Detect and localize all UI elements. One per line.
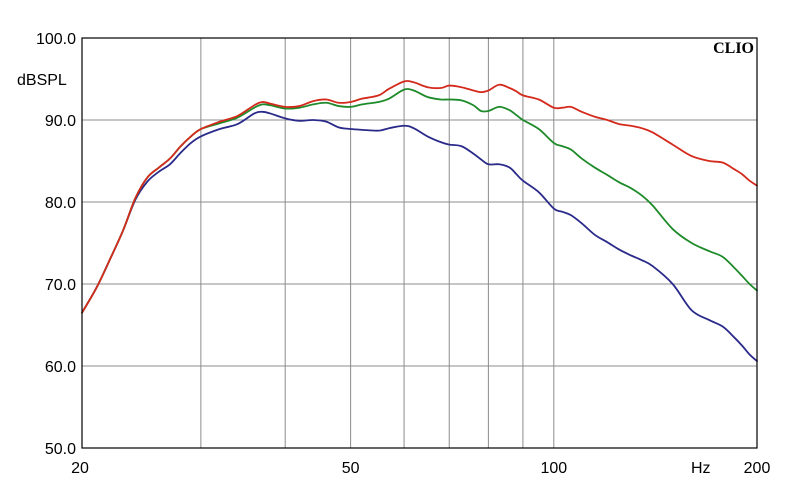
plot-background bbox=[82, 38, 757, 448]
y-tick-label: 60.0 bbox=[45, 359, 76, 376]
series-layer bbox=[81, 80, 758, 362]
y-tick-labels: 50.0 60.0 70.0 80.0 90.0 100.0 bbox=[36, 31, 76, 458]
y-axis-label: dBSPL bbox=[17, 72, 67, 89]
y-tick-label: 70.0 bbox=[45, 277, 76, 294]
y-tick-label: 80.0 bbox=[45, 195, 76, 212]
y-tick-label: 100.0 bbox=[36, 31, 76, 48]
x-axis-unit: Hz bbox=[691, 460, 711, 477]
y-tick-label: 50.0 bbox=[45, 441, 76, 458]
x-tick-label: 100 bbox=[540, 460, 567, 477]
plot-frame bbox=[81, 37, 758, 449]
x-tick-label: 200 bbox=[744, 460, 771, 477]
y-tick-label: 90.0 bbox=[45, 113, 76, 130]
series-line bbox=[81, 110, 758, 362]
x-tick-labels: 20 50 100 200 bbox=[71, 460, 770, 477]
clio-brand-label: CLIO bbox=[713, 40, 754, 57]
series-line bbox=[81, 80, 758, 314]
x-tick-label: 50 bbox=[342, 460, 360, 477]
x-tick-label: 20 bbox=[71, 460, 89, 477]
